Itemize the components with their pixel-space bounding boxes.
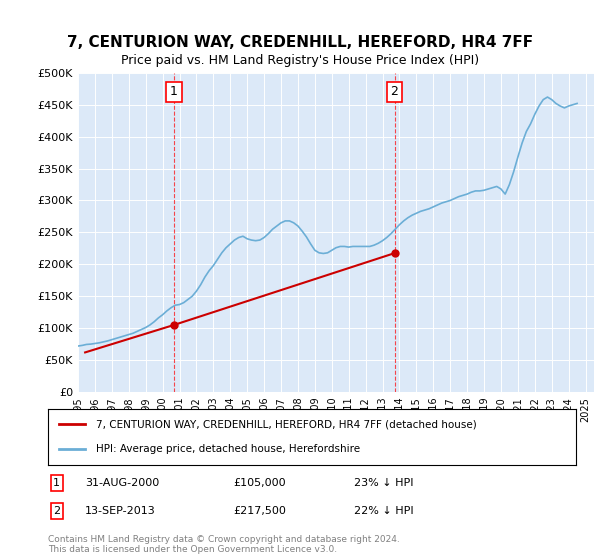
Text: HPI: Average price, detached house, Herefordshire: HPI: Average price, detached house, Here… bbox=[95, 444, 359, 454]
Text: 1: 1 bbox=[53, 478, 60, 488]
Text: Contains HM Land Registry data © Crown copyright and database right 2024.
This d: Contains HM Land Registry data © Crown c… bbox=[48, 535, 400, 554]
Text: £217,500: £217,500 bbox=[233, 506, 286, 516]
Text: 1: 1 bbox=[170, 86, 178, 99]
Text: 2: 2 bbox=[391, 86, 398, 99]
Text: 31-AUG-2000: 31-AUG-2000 bbox=[85, 478, 159, 488]
Text: 2: 2 bbox=[53, 506, 61, 516]
Text: 23% ↓ HPI: 23% ↓ HPI bbox=[354, 478, 414, 488]
Text: Price paid vs. HM Land Registry's House Price Index (HPI): Price paid vs. HM Land Registry's House … bbox=[121, 54, 479, 67]
Text: 22% ↓ HPI: 22% ↓ HPI bbox=[354, 506, 414, 516]
Text: 7, CENTURION WAY, CREDENHILL, HEREFORD, HR4 7FF: 7, CENTURION WAY, CREDENHILL, HEREFORD, … bbox=[67, 35, 533, 50]
Text: £105,000: £105,000 bbox=[233, 478, 286, 488]
Text: 13-SEP-2013: 13-SEP-2013 bbox=[85, 506, 156, 516]
Text: 7, CENTURION WAY, CREDENHILL, HEREFORD, HR4 7FF (detached house): 7, CENTURION WAY, CREDENHILL, HEREFORD, … bbox=[95, 419, 476, 430]
